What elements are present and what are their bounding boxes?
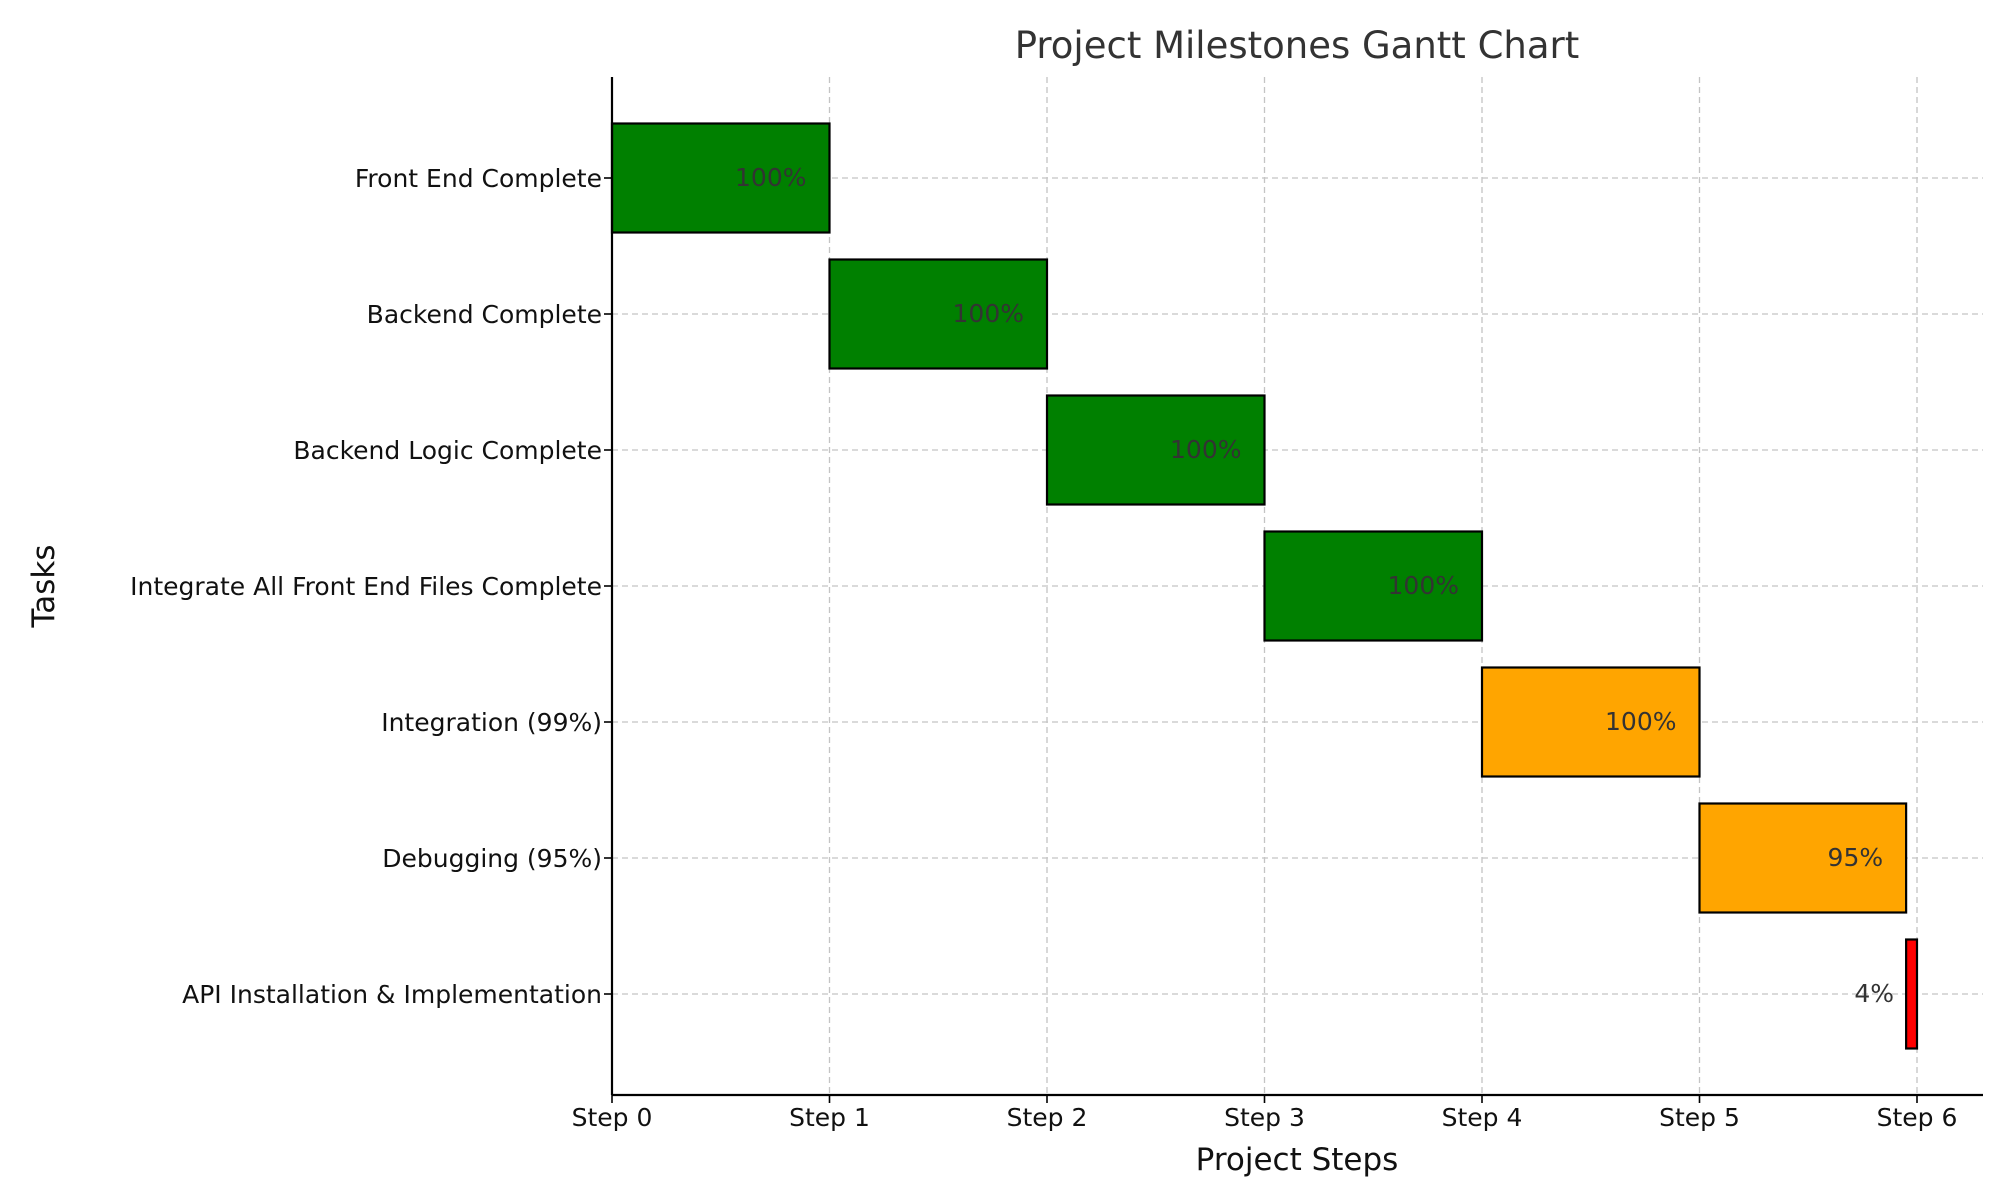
task-bar: [1480, 666, 1701, 778]
x-tick-label: Step 0: [572, 1103, 653, 1132]
x-ticks: Step 0 Step 1 Step 2 Step 3 Step 4 Step 5 Step…: [572, 1095, 1958, 1132]
task-label: Front End Complete: [355, 164, 602, 193]
task-bar: [1263, 530, 1484, 642]
bar-progress-label: 100%: [1170, 435, 1241, 464]
task-label: Backend Logic Complete: [293, 436, 602, 465]
bar-progress-label: 4%: [1854, 979, 1894, 1008]
x-tick-label: Step 1: [789, 1103, 870, 1132]
y-ticks: Front End Complete Backend Complete Backen…: [130, 164, 612, 1009]
chart-title: Project Milestones Gantt Chart: [1015, 24, 1580, 67]
x-tick-label: Step 6: [1877, 1103, 1958, 1132]
x-tick-label: Step 2: [1007, 1103, 1088, 1132]
bar-labels: 100% 100% 100% 100% 100% 95% 4%: [735, 163, 1894, 1008]
bar-progress-label: 100%: [1605, 707, 1676, 736]
task-label: Integrate All Front End Files Complete: [130, 572, 602, 601]
x-tick-label: Step 5: [1659, 1103, 1740, 1132]
task-label: Debugging (95%): [382, 844, 602, 873]
task-bar: [828, 258, 1049, 370]
task-label: API Installation & Implementation: [182, 980, 602, 1009]
y-axis-label: Tasks: [26, 544, 62, 628]
x-tick-label: Step 3: [1224, 1103, 1305, 1132]
x-axis-label: Project Steps: [1196, 1142, 1399, 1178]
bar-progress-label: 100%: [1388, 571, 1459, 600]
task-bar: [1905, 938, 1919, 1050]
x-tick-label: Step 4: [1442, 1103, 1523, 1132]
task-label: Integration (99%): [381, 708, 602, 737]
bars: [610, 122, 1919, 1050]
bar-progress-label: 95%: [1828, 843, 1884, 872]
task-label: Backend Complete: [367, 300, 602, 329]
bar-progress-label: 100%: [953, 299, 1024, 328]
task-bar: [1045, 394, 1266, 506]
task-bar: [610, 122, 831, 234]
task-bar: [1698, 802, 1908, 914]
bar-progress-label: 100%: [735, 163, 806, 192]
